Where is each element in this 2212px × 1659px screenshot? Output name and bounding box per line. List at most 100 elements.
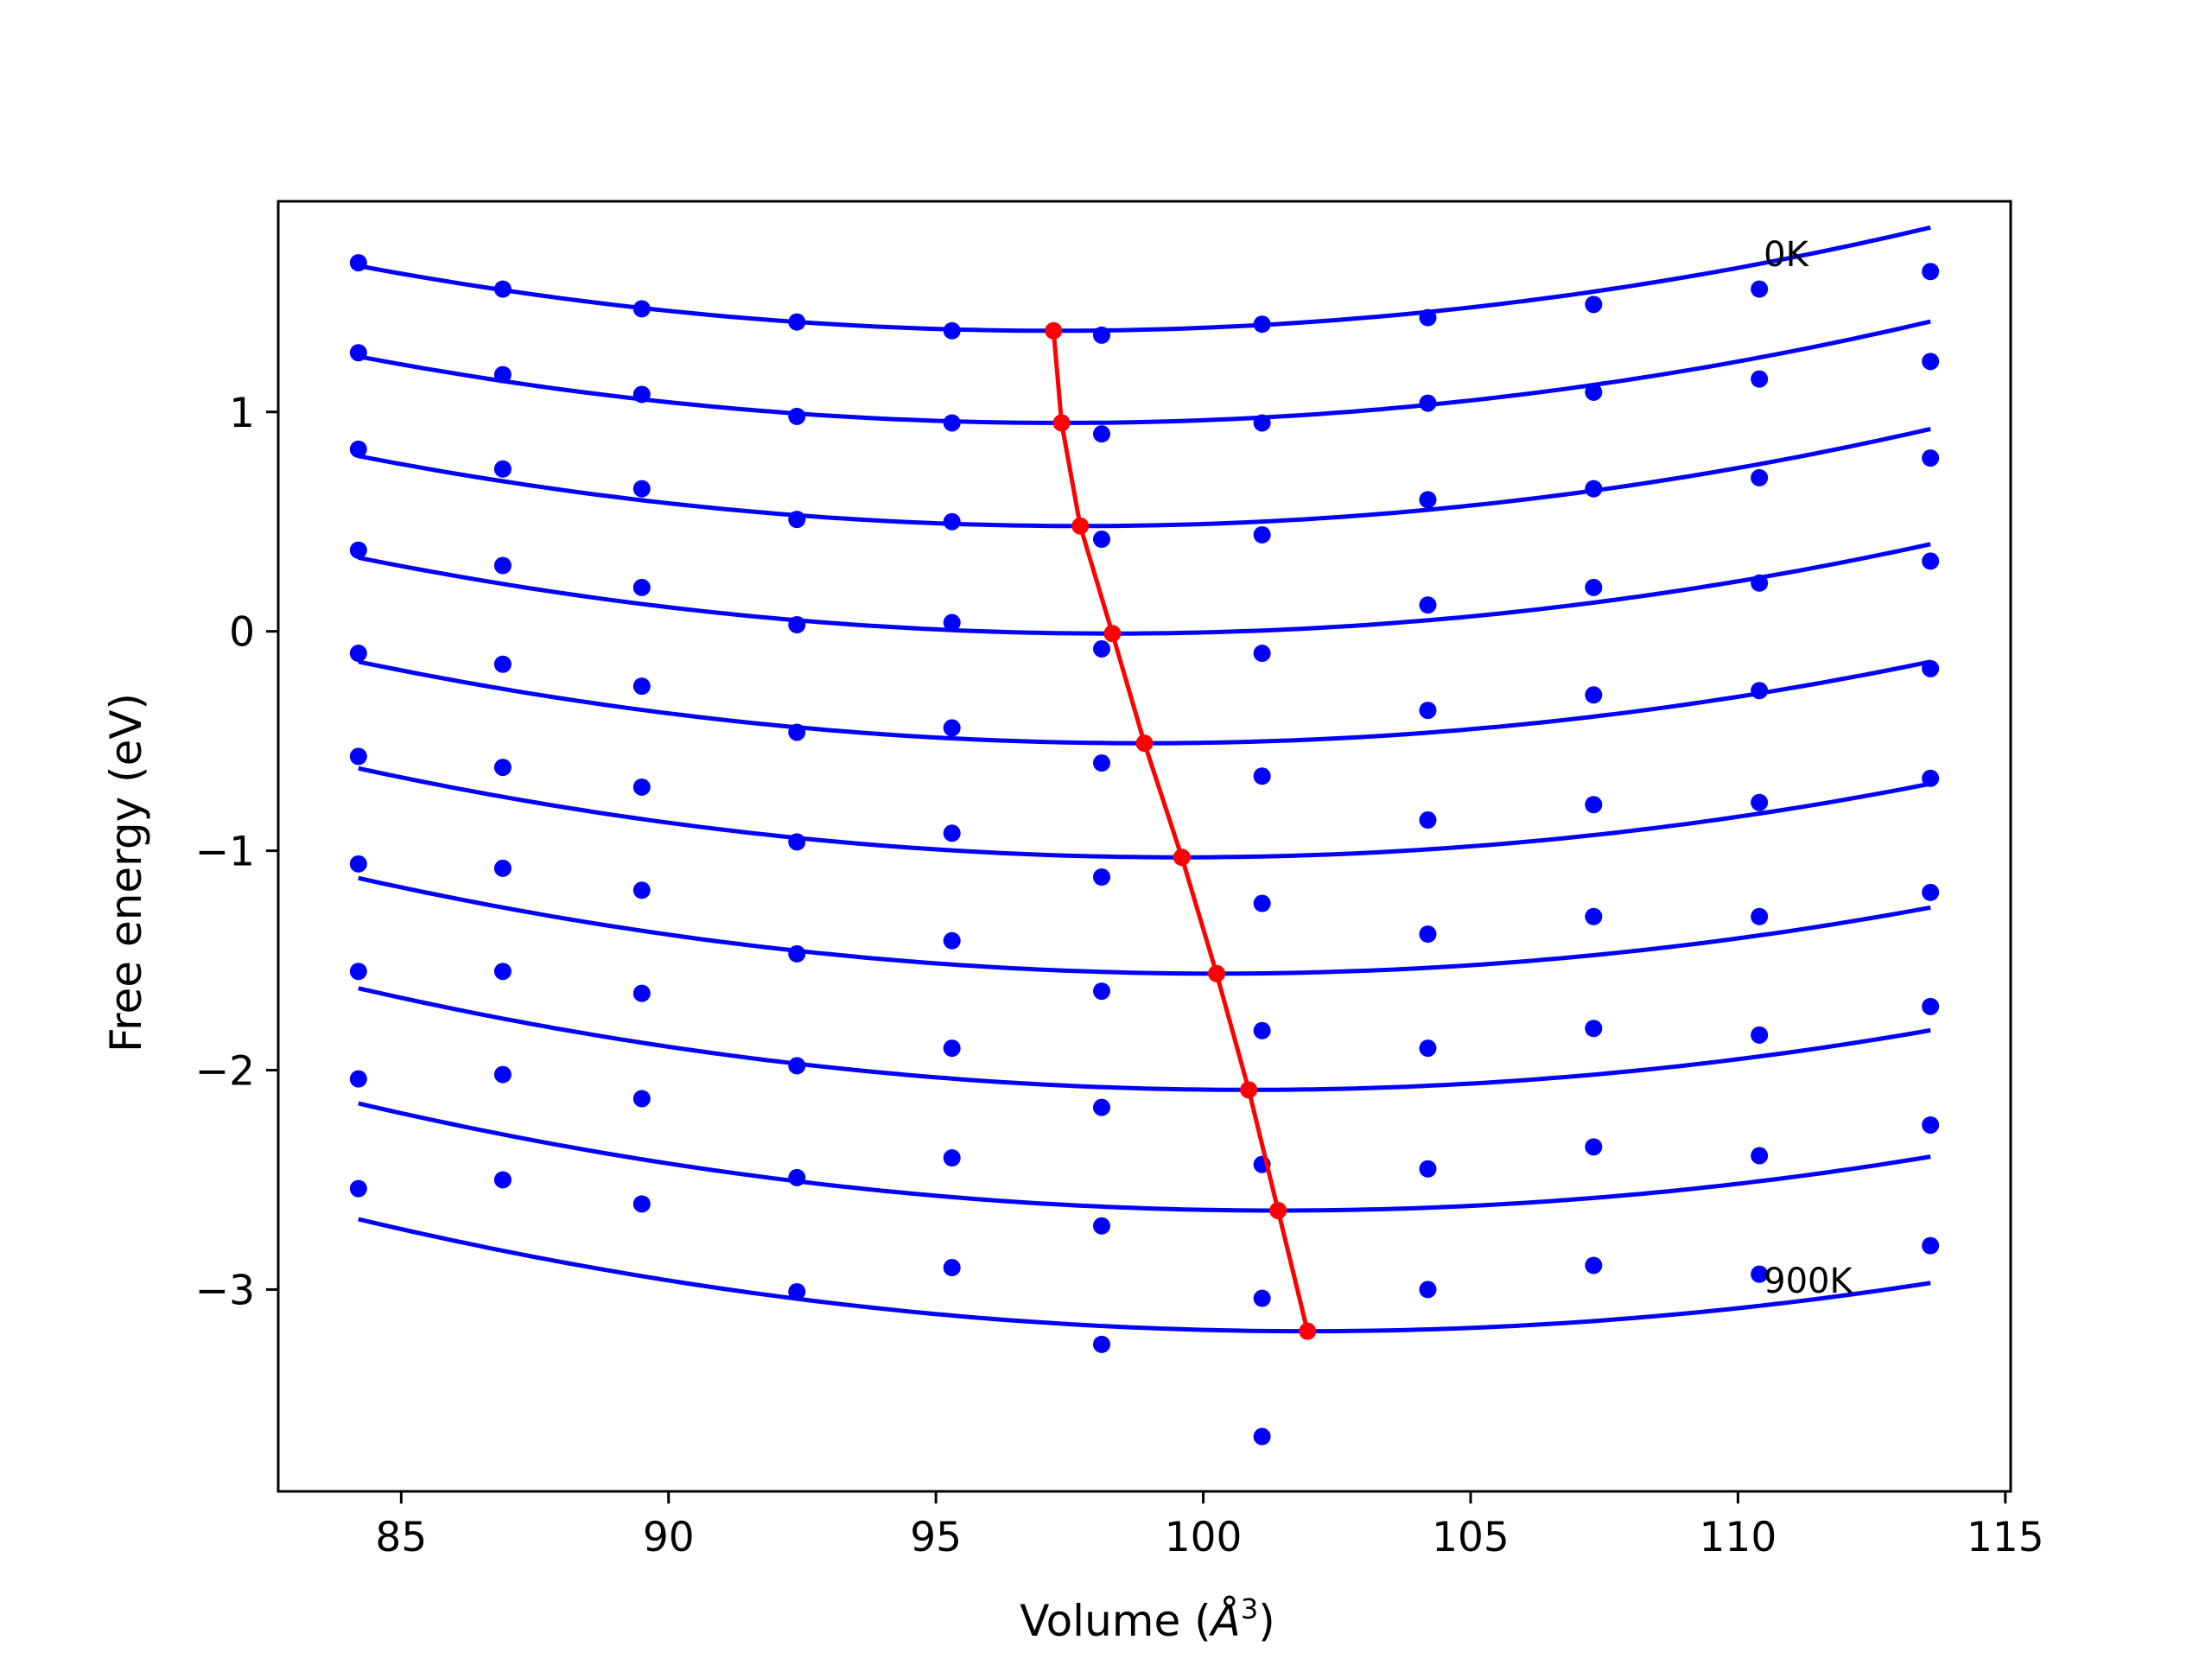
x-tick-label-100: 100 (1165, 1514, 1243, 1561)
data-point-4-5 (943, 613, 961, 632)
data-point-8-1 (349, 963, 367, 981)
data-point-9-6 (1092, 1217, 1110, 1235)
data-point-3-9 (1585, 480, 1603, 498)
data-point-3-5 (943, 512, 961, 531)
fit-curve-2 (358, 319, 1931, 425)
fit-curve-9 (358, 1101, 1931, 1213)
y-tick-label--2: −2 (195, 1047, 255, 1095)
data-point-10-2 (493, 1171, 512, 1189)
annotation-0k: 0K (1764, 235, 1809, 275)
data-point-10-10 (1751, 1265, 1769, 1283)
data-point-9-11 (1922, 1116, 1940, 1134)
x-axis-label-exponent: 3 (1241, 1592, 1258, 1625)
data-point-1-10 (1751, 280, 1769, 298)
data-point-9-4 (788, 1168, 806, 1186)
data-point-5-2 (493, 655, 512, 673)
data-point-3-3 (632, 480, 651, 498)
fit-curve-3 (358, 427, 1931, 529)
x-tick-label-105: 105 (1432, 1514, 1510, 1561)
data-point-7-11 (1922, 883, 1940, 901)
x-tick-label-85: 85 (375, 1514, 427, 1561)
data-point-10-3 (632, 1195, 651, 1213)
data-point-1-8 (1419, 308, 1437, 327)
x-axis-label: Volume (Å3) (1020, 1592, 1274, 1646)
data-point-9-7 (1253, 1289, 1271, 1307)
fit-curves (358, 225, 1931, 1334)
data-point-8-10 (1751, 1026, 1769, 1044)
x-axis-label-close: ) (1258, 1596, 1275, 1646)
data-point-6-7 (1253, 894, 1271, 912)
data-point-5-7 (1253, 767, 1271, 785)
data-point-6-6 (1092, 868, 1110, 887)
data-point-5-11 (1922, 659, 1940, 677)
data-point-5-6 (1092, 754, 1110, 772)
x-axis-ticks: 85 90 95 100 105 110 115 (375, 1491, 2044, 1561)
data-point-6-8 (1419, 811, 1437, 830)
y-tick-label-0: 0 (229, 609, 255, 657)
data-point-6-11 (1922, 769, 1940, 787)
fit-curve-10 (358, 1217, 1931, 1334)
data-point-7-5 (943, 931, 961, 950)
data-point-4-4 (788, 616, 806, 634)
data-point-10-5 (943, 1259, 961, 1277)
data-point-2-2 (493, 365, 512, 384)
data-point-1-2 (493, 280, 512, 298)
minimum-point-1 (1045, 321, 1063, 340)
data-point-8-11 (1922, 997, 1940, 1015)
data-point-8-6 (1092, 1098, 1110, 1116)
minimum-point-3 (1071, 517, 1090, 535)
data-point-3-4 (788, 511, 806, 529)
data-point-2-9 (1585, 383, 1603, 401)
data-point-7-6 (1092, 982, 1110, 1001)
plot-frame (276, 200, 2012, 1493)
data-point-3-2 (493, 460, 512, 478)
data-point-3-11 (1922, 449, 1940, 467)
minimum-point-10 (1299, 1322, 1317, 1340)
data-point-4-1 (349, 541, 367, 559)
data-point-3-8 (1419, 491, 1437, 509)
y-axis-label: Free energy (eV) (101, 693, 151, 1052)
data-point-6-4 (788, 833, 806, 851)
data-point-9-10 (1751, 1147, 1769, 1165)
data-point-5-5 (943, 719, 961, 737)
data-point-5-1 (349, 645, 367, 663)
data-points (349, 254, 1940, 1446)
annotations: 0K 900K (1764, 235, 1853, 1301)
data-point-6-9 (1585, 796, 1603, 814)
fit-curve-1 (358, 225, 1931, 334)
data-point-8-9 (1585, 1020, 1603, 1038)
fit-curve-6 (358, 766, 1931, 860)
data-point-10-1 (349, 1179, 367, 1198)
data-point-3-1 (349, 440, 367, 458)
minimum-point-6 (1173, 849, 1191, 867)
data-point-1-3 (632, 300, 651, 318)
data-point-10-11 (1922, 1236, 1940, 1255)
data-point-2-11 (1922, 353, 1940, 371)
data-point-4-10 (1751, 574, 1769, 592)
data-point-10-7 (1253, 1427, 1271, 1446)
minimum-point-8 (1240, 1081, 1258, 1099)
data-point-2-8 (1419, 394, 1437, 412)
data-point-4-2 (493, 556, 512, 575)
data-point-9-1 (349, 1070, 367, 1088)
minimum-point-2 (1052, 414, 1071, 432)
data-point-7-8 (1419, 925, 1437, 944)
data-point-1-5 (943, 321, 961, 340)
y-tick-label--1: −1 (195, 829, 255, 876)
data-point-1-9 (1585, 296, 1603, 314)
x-tick-label-115: 115 (1967, 1514, 2044, 1561)
data-point-7-9 (1585, 907, 1603, 925)
data-point-4-6 (1092, 639, 1110, 658)
data-point-2-3 (632, 385, 651, 404)
data-point-3-6 (1092, 531, 1110, 549)
data-point-1-4 (788, 313, 806, 331)
y-tick-label--3: −3 (195, 1267, 255, 1314)
fit-curve-8 (358, 986, 1931, 1092)
data-point-7-4 (788, 944, 806, 963)
data-point-3-10 (1751, 468, 1769, 486)
data-point-10-6 (1092, 1335, 1110, 1353)
data-point-10-9 (1585, 1256, 1603, 1274)
data-point-7-3 (632, 881, 651, 899)
fit-curve-4 (358, 542, 1931, 636)
data-point-4-7 (1253, 645, 1271, 663)
